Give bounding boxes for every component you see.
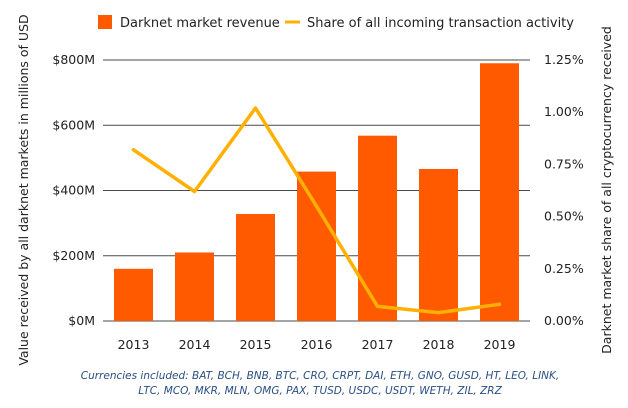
revenue-bar [419, 168, 458, 321]
y-tick-label: $0M [68, 313, 95, 328]
revenue-bar [480, 63, 519, 321]
legend-label-line: Share of all incoming transaction activi… [307, 16, 574, 31]
x-tick-label: 2016 [301, 337, 333, 352]
revenue-bar [358, 135, 397, 321]
share-point [497, 302, 502, 306]
y2-tick-label: 0.75% [544, 156, 584, 171]
share-line-layer [131, 106, 502, 315]
revenue-bar [297, 171, 336, 321]
x-tick-label: 2013 [118, 337, 150, 352]
y2-tick-label: 0.25% [544, 261, 584, 276]
y-axis-label: Value received by all darknet markets in… [16, 14, 31, 365]
share-point [436, 311, 441, 315]
x-tick-label: 2017 [362, 337, 394, 352]
share-point [131, 148, 136, 152]
y-tick-label: $200M [52, 248, 95, 263]
x-tick-label: 2018 [423, 337, 455, 352]
share-point [314, 204, 319, 208]
x-tick-label: 2014 [179, 337, 211, 352]
y2-tick-label: 1.00% [544, 104, 584, 119]
revenue-bar [175, 252, 214, 321]
legend-label-bar: Darknet market revenue [120, 16, 280, 31]
revenue-bar [114, 268, 153, 321]
y-tick-label: $800M [52, 52, 95, 67]
revenue-bar [236, 213, 275, 321]
currencies-note-line-1: Currencies included: BAT, BCH, BNB, BTC,… [80, 370, 560, 382]
share-point [253, 106, 258, 110]
y2-tick-label: 0.50% [544, 209, 584, 224]
y2-axis-label: Darknet market share of all cryptocurren… [599, 26, 614, 354]
bars [114, 63, 519, 321]
legend: Darknet market revenue Share of all inco… [98, 15, 574, 31]
x-tick-label: 2019 [484, 337, 516, 352]
tick-labels: $0M $200M $400M $600M $800M 0.00% 0.25% 0.50% 0.… [52, 52, 583, 352]
share-point [375, 304, 380, 308]
y2-tick-label: 0.00% [544, 313, 584, 328]
legend-swatch-bar [98, 15, 112, 29]
x-tick-label: 2015 [240, 337, 272, 352]
y2-tick-label: 1.25% [544, 52, 584, 67]
share-point [192, 189, 197, 194]
y-tick-label: $600M [52, 117, 95, 132]
y-tick-label: $400M [52, 183, 95, 198]
currencies-note-line-2: LTC, MCO, MKR, MLN, OMG, PAX, TUSD, USDC… [138, 385, 502, 397]
